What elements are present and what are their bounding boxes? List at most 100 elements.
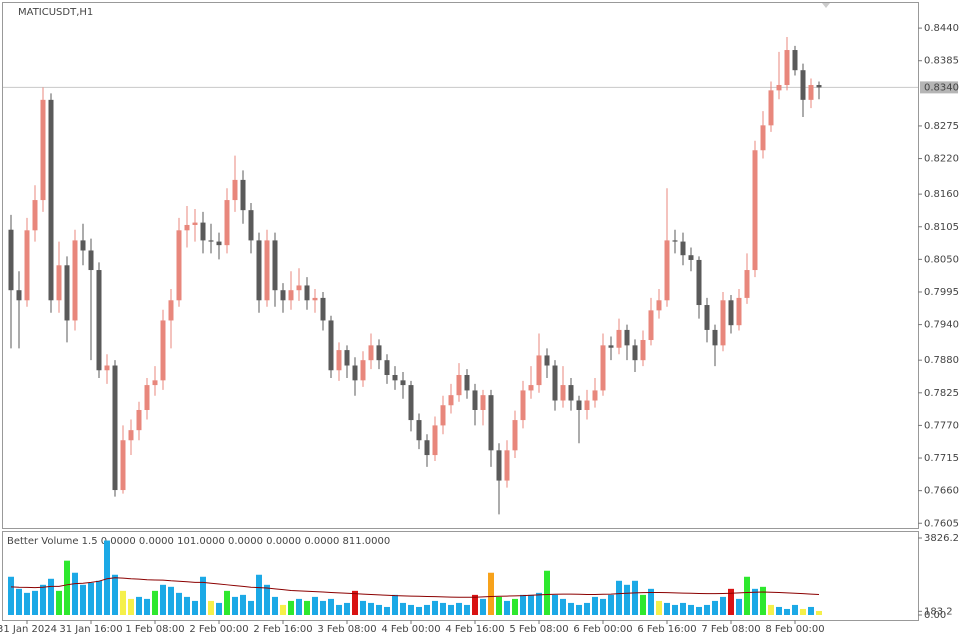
- candle-body: [152, 380, 158, 386]
- candle-body: [568, 385, 574, 401]
- volume-bar: [72, 572, 78, 615]
- candle-body: [608, 345, 614, 348]
- volume-bar: [128, 598, 134, 615]
- candle-body: [512, 420, 518, 451]
- candle-body: [216, 241, 222, 246]
- x-tick-label: 3 Feb 08:00: [317, 624, 376, 635]
- y-tick-label: 0.7770: [924, 420, 959, 431]
- candle-body: [360, 360, 366, 381]
- y-tick-label: 0.8275: [924, 121, 959, 132]
- volume-bar: [480, 598, 486, 615]
- volume-bar: [160, 584, 166, 615]
- volume-bar: [168, 586, 174, 615]
- shift-marker: [822, 3, 830, 8]
- candle-body: [632, 345, 638, 361]
- candle-body: [616, 329, 622, 348]
- candle-body: [648, 310, 654, 341]
- volume-bar: [16, 588, 22, 615]
- volume-bar: [416, 606, 422, 615]
- candle-body: [416, 420, 422, 441]
- candle-body: [120, 440, 126, 491]
- volume-frame: [2, 531, 919, 621]
- y-tick-label: 3826.2: [924, 533, 959, 544]
- volume-bar: [24, 592, 30, 615]
- candle-body: [624, 329, 630, 346]
- volume-bar: [776, 606, 782, 615]
- volume-bar: [80, 584, 86, 615]
- volume-bar: [816, 610, 822, 615]
- candle-body: [688, 255, 694, 260]
- volume-bar: [208, 600, 214, 615]
- candle-body: [808, 85, 814, 100]
- candle-body: [432, 425, 438, 456]
- candle-body: [40, 99, 46, 201]
- candle-body: [8, 229, 14, 291]
- candle-body: [128, 430, 134, 441]
- x-tick-label: 4 Feb 16:00: [445, 624, 504, 635]
- candle-body: [528, 385, 534, 391]
- volume-bar: [360, 600, 366, 615]
- x-tick-label: 5 Feb 08:00: [509, 624, 568, 635]
- volume-bar: [760, 586, 766, 615]
- volume-bar: [528, 594, 534, 615]
- candle-body: [208, 240, 214, 242]
- candle-body: [336, 350, 342, 371]
- volume-bar: [488, 572, 494, 615]
- volume-bar: [352, 590, 358, 615]
- volume-bar: [808, 606, 814, 615]
- y-tick-label: 183.2: [924, 606, 953, 617]
- volume-bar: [184, 596, 190, 615]
- volume-bar: [728, 588, 734, 615]
- volume-bar: [248, 600, 254, 615]
- volume-bar: [584, 602, 590, 615]
- volume-bar: [400, 602, 406, 615]
- candle-body: [592, 390, 598, 401]
- candle-body: [80, 240, 86, 251]
- candle-body: [176, 230, 182, 301]
- candle-body: [408, 385, 414, 421]
- candle-body: [304, 285, 310, 301]
- volume-average: [10, 577, 820, 598]
- candle-body: [144, 385, 150, 410]
- candle-body: [752, 150, 758, 271]
- y-tick-label: 0.7715: [924, 453, 959, 464]
- volume-bar: [40, 584, 46, 615]
- candle-body: [552, 365, 558, 401]
- y-tick-label: 0.7940: [924, 320, 959, 331]
- volume-bar: [768, 604, 774, 615]
- volume-bar: [424, 604, 430, 615]
- x-tick-label: 31 Jan 16:00: [59, 624, 122, 635]
- volume-bar: [720, 596, 726, 615]
- x-tick-label: 4 Feb 00:00: [381, 624, 440, 635]
- volume-bar: [256, 574, 262, 615]
- volume-bar: [472, 594, 478, 615]
- current-price-box: [920, 81, 958, 94]
- candle-body: [776, 85, 782, 91]
- price-frame: [2, 2, 919, 529]
- candle-body: [464, 375, 470, 391]
- volume-bar: [384, 606, 390, 615]
- candle-body: [544, 355, 550, 366]
- volume-bar: [656, 600, 662, 615]
- candle-body: [536, 355, 542, 386]
- volume-bar: [592, 596, 598, 615]
- candle-body: [384, 360, 390, 376]
- volume-bar: [464, 604, 470, 615]
- candle-body: [88, 250, 94, 271]
- candle-body: [160, 320, 166, 381]
- candle-body: [704, 305, 710, 330]
- candle-body: [272, 240, 278, 291]
- candle-body: [56, 265, 62, 301]
- candle-body: [712, 329, 718, 346]
- candle-body: [264, 240, 270, 301]
- volume-bar: [752, 588, 758, 615]
- volume-bar: [448, 604, 454, 615]
- volume-bar: [32, 590, 38, 615]
- candle-body: [584, 400, 590, 410]
- volume-bar: [704, 604, 710, 615]
- candle-body: [784, 50, 790, 86]
- volume-bar: [264, 584, 270, 615]
- candle-body: [504, 450, 510, 481]
- candle-body: [744, 270, 750, 298]
- volume-bar: [112, 574, 118, 615]
